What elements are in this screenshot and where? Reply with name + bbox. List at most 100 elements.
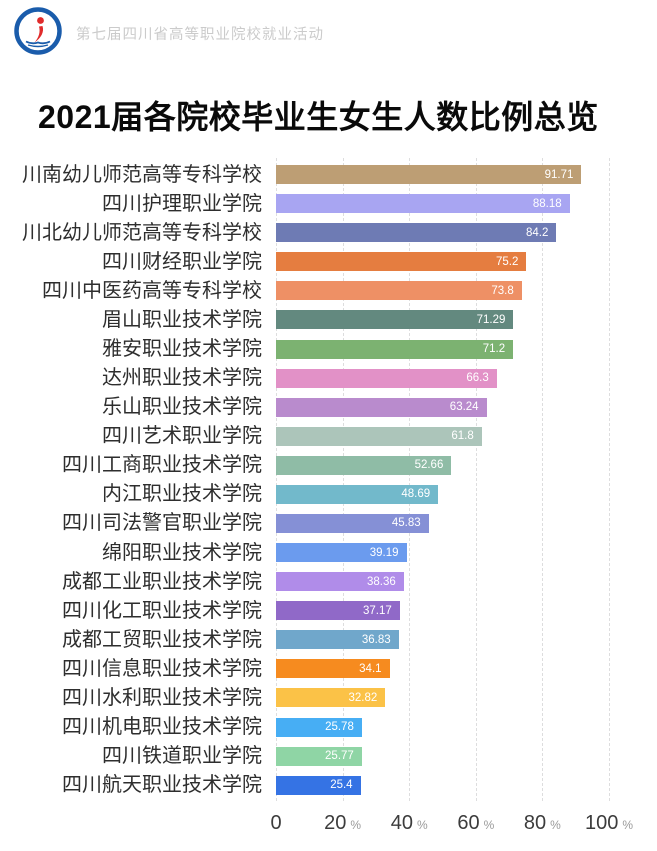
value-label: 52.66: [414, 459, 444, 472]
event-title: 第七届四川省高等职业院校就业活动: [76, 27, 324, 43]
x-axis-tick-number: 100: [584, 812, 619, 834]
category-label: 成都工业职业技术学院: [62, 570, 262, 593]
bar: 88.18: [276, 194, 570, 214]
category-label: 四川艺术职业学院: [102, 425, 262, 448]
x-axis-tick-number: 0: [270, 812, 282, 834]
x-axis-tick: 60%: [457, 812, 494, 835]
value-label: 25.78: [325, 721, 354, 734]
chart-row: 内江职业技术学院 48.69: [0, 480, 657, 509]
value-label: 84.2: [525, 226, 549, 239]
bar-track: 25.4: [276, 775, 609, 795]
bar: 34.1: [276, 659, 390, 679]
bar: 61.8: [276, 426, 482, 446]
x-axis-tick: 100%: [585, 812, 633, 835]
bar-track: 32.82: [276, 688, 609, 708]
gridline: [409, 158, 411, 801]
bar-track: 91.71: [276, 165, 609, 185]
chart-row: 四川工商职业技术学院 52.66: [0, 451, 657, 480]
value-label: 61.8: [451, 430, 474, 443]
value-label: 39.19: [369, 546, 399, 559]
value-label: 63.24: [449, 401, 479, 414]
chart-row: 乐山职业技术学院 63.24: [0, 393, 657, 422]
bar: 71.2: [276, 339, 514, 359]
gridline: [276, 158, 277, 801]
x-axis-tick-number: 60: [457, 812, 480, 834]
category-label: 川南幼儿师范高等专科学校: [22, 163, 262, 186]
value-label: 38.36: [366, 575, 396, 588]
chart-row: 四川司法警官职业学院 45.83: [0, 509, 657, 538]
event-logo: [14, 7, 62, 55]
x-axis-tick: 20%: [324, 812, 361, 835]
bar: 36.83: [276, 630, 399, 650]
bar: 37.17: [276, 601, 400, 621]
x-axis-tick-unit: %: [416, 818, 428, 832]
value-label: 71.29: [476, 313, 506, 326]
page-title: 2021届各院校毕业生女生人数比例总览: [38, 99, 599, 135]
value-label: 34.1: [359, 662, 382, 675]
bar: 48.69: [276, 484, 439, 504]
bar: 32.82: [276, 688, 386, 708]
category-label: 四川铁道职业学院: [102, 745, 262, 768]
chart-row: 四川信息职业技术学院 34.1: [0, 654, 657, 683]
bar: 38.36: [276, 572, 404, 592]
bar: 66.3: [276, 368, 497, 388]
bar: 25.77: [276, 746, 362, 766]
bar-track: 45.83: [276, 513, 609, 533]
chart-row: 四川铁道职业学院 25.77: [0, 742, 657, 771]
value-label: 25.4: [330, 779, 353, 792]
x-axis-tick-unit: %: [483, 818, 495, 832]
category-label: 四川化工职业技术学院: [62, 599, 262, 622]
value-label: 32.82: [348, 691, 378, 704]
x-axis-tick-number: 80: [523, 812, 547, 834]
chart-row: 四川中医药高等专科学校 73.8: [0, 276, 657, 305]
chart-row: 四川水利职业技术学院 32.82: [0, 683, 657, 712]
chart-row: 绵阳职业技术学院 39.19: [0, 538, 657, 567]
x-axis-tick-number: 40: [390, 812, 413, 834]
gridline: [542, 158, 544, 801]
bar: 63.24: [276, 397, 487, 417]
bar-track: 25.77: [276, 746, 609, 766]
chart-row: 成都工贸职业技术学院 36.83: [0, 625, 657, 654]
chart-row: 川南幼儿师范高等专科学校 91.71: [0, 160, 657, 189]
chart-row: 四川机电职业技术学院 25.78: [0, 712, 657, 741]
category-label: 四川司法警官职业学院: [62, 512, 262, 535]
value-label: 66.3: [466, 372, 489, 385]
x-axis: 0 20% 40% 60% 80% 100%: [270, 812, 633, 842]
gridline: [475, 158, 477, 801]
x-axis-tick: 80%: [524, 812, 561, 835]
gridline: [609, 158, 610, 801]
event-logo-icon: [14, 7, 62, 55]
bar: 45.83: [276, 513, 429, 533]
value-label: 45.83: [391, 517, 421, 530]
bar-track: 84.2: [276, 223, 609, 243]
value-label: 75.2: [496, 255, 519, 268]
chart-row: 四川护理职业学院 88.18: [0, 189, 657, 218]
value-label: 25.77: [325, 750, 354, 763]
category-label: 绵阳职业技术学院: [102, 541, 262, 564]
bar-track: 73.8: [276, 281, 609, 301]
value-label: 71.2: [482, 343, 506, 355]
chart-row: 成都工业职业技术学院 38.36: [0, 567, 657, 596]
bar-track: 66.3: [276, 368, 609, 388]
category-label: 四川信息职业技术学院: [62, 657, 262, 680]
bar: 52.66: [276, 455, 452, 475]
bar-track: 25.78: [276, 717, 609, 737]
bar-track: 39.19: [276, 543, 609, 563]
bar-track: 63.24: [276, 397, 609, 417]
bar-track: 38.36: [276, 572, 609, 592]
category-label: 四川航天职业技术学院: [62, 774, 262, 797]
bar: 73.8: [276, 281, 522, 301]
bar-track: 88.18: [276, 194, 609, 214]
bar: 39.19: [276, 543, 407, 563]
value-label: 88.18: [532, 197, 562, 210]
value-label: 37.17: [362, 604, 392, 617]
chart-row: 四川化工职业技术学院 37.17: [0, 596, 657, 625]
bar-track: 61.8: [276, 426, 609, 446]
value-label: 91.71: [544, 168, 574, 181]
category-label: 四川机电职业技术学院: [62, 716, 262, 739]
bar: 84.2: [276, 223, 557, 243]
chart-gridlines: [276, 158, 610, 801]
value-label: 73.8: [491, 284, 514, 297]
bar-track: 48.69: [276, 484, 609, 504]
